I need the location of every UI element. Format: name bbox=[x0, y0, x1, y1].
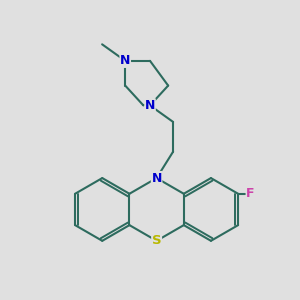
Text: N: N bbox=[145, 99, 155, 112]
Text: N: N bbox=[152, 172, 162, 184]
Text: F: F bbox=[246, 187, 255, 200]
Text: N: N bbox=[120, 54, 130, 67]
Text: S: S bbox=[152, 234, 161, 247]
